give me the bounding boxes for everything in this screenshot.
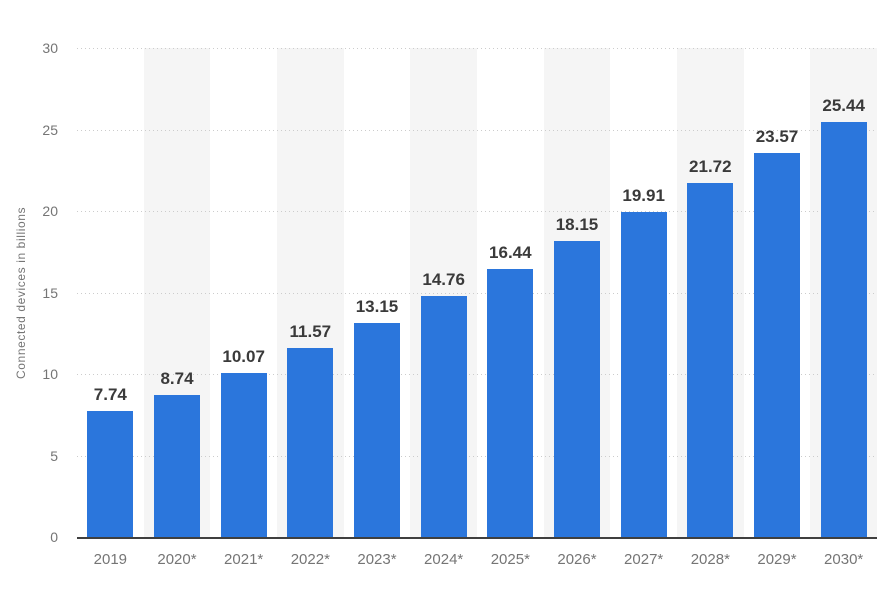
bar-value-label-2030: 25.44: [822, 96, 865, 116]
x-tick-label-2019: 2019: [93, 551, 128, 568]
bar-value-label-2023: 13.15: [355, 296, 399, 316]
y-tick-label-0: 0: [50, 529, 58, 545]
bar-2025[interactable]: [487, 269, 534, 537]
gridline-5: [77, 455, 877, 457]
y-tick-label-20: 20: [42, 203, 58, 219]
x-tick-label-2027: 2027*: [624, 551, 664, 568]
bar-value-label-2021: 10.07: [222, 346, 265, 366]
bar-2026[interactable]: [554, 241, 600, 537]
bar-2022[interactable]: [287, 348, 334, 537]
gridline-10: [77, 374, 877, 375]
y-axis-ticks: 0 5 10 15 20 25 30: [0, 41, 58, 544]
bar-2024[interactable]: [420, 296, 467, 537]
bar-value-label-2024: 14.76: [422, 270, 465, 290]
bar-value-label-2020: 8.74: [160, 368, 194, 388]
x-tick-label-2026: 2026*: [557, 551, 597, 568]
x-tick-label-2030: 2030*: [824, 551, 864, 568]
bar-2023[interactable]: [354, 322, 400, 537]
bar-value-label-2025: 16.44: [489, 243, 532, 263]
bar-2030[interactable]: [820, 122, 867, 537]
bar-2028[interactable]: [687, 182, 734, 537]
y-tick-label-10: 10: [42, 366, 58, 382]
x-tick-label-2021: 2021*: [224, 551, 264, 568]
y-tick-label-30: 30: [42, 40, 58, 56]
x-tick-label-2024: 2024*: [424, 551, 464, 568]
bar-2020[interactable]: [154, 394, 200, 537]
gridline-30: [77, 48, 877, 49]
bar-2029[interactable]: [754, 152, 800, 537]
x-tick-label-2020: 2020*: [157, 551, 197, 568]
y-tick-label-15: 15: [42, 284, 58, 301]
bar-value-label-2028: 21.72: [689, 156, 732, 176]
plot-area: 7.74 8.74 10.07 11.57 13.15 14.76 16.44 18.15 19…: [77, 48, 877, 539]
gridline-25: [77, 129, 877, 131]
bar-2027[interactable]: [620, 212, 667, 537]
bar-value-label-2022: 11.57: [289, 322, 332, 342]
bar-2019[interactable]: [87, 410, 134, 537]
x-tick-label-2028: 2028*: [690, 551, 730, 568]
y-tick-label-25: 25: [42, 121, 58, 138]
bar-value-label-2026: 18.15: [555, 215, 599, 235]
x-tick-label-2022: 2022*: [290, 551, 330, 568]
bar-value-label-2019: 7.74: [93, 384, 127, 404]
y-tick-label-5: 5: [50, 447, 58, 464]
bar-value-label-2029: 23.57: [755, 126, 799, 146]
x-axis-ticks: 2019 2020* 2021* 2022* 2023* 2024* 2025* 2026* 2…: [77, 550, 877, 572]
gridline-15: [77, 292, 877, 294]
x-tick-label-2029: 2029*: [757, 551, 797, 568]
x-tick-label-2025: 2025*: [490, 551, 530, 568]
bar-value-label-2027: 19.91: [622, 186, 665, 206]
bar-2021[interactable]: [220, 372, 267, 537]
gridline-20: [77, 211, 877, 212]
x-tick-label-2023: 2023*: [357, 551, 397, 568]
